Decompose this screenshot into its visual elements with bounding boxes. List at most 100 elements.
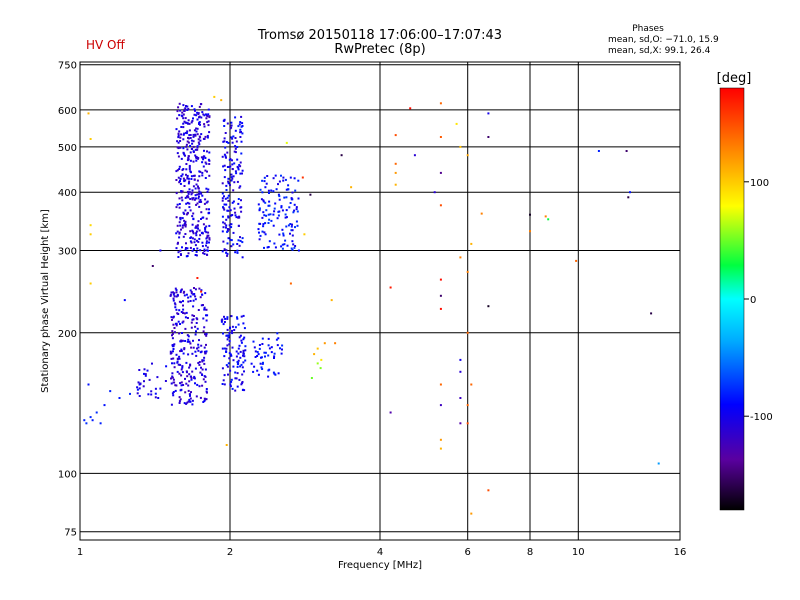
data-point xyxy=(171,345,174,348)
data-point xyxy=(235,377,238,380)
data-point xyxy=(178,402,181,404)
data-point xyxy=(240,363,243,366)
data-point xyxy=(234,251,237,254)
data-point xyxy=(272,213,275,216)
data-point xyxy=(179,224,182,227)
data-point xyxy=(138,369,141,371)
data-point xyxy=(184,233,187,235)
data-point xyxy=(183,348,186,351)
data-point xyxy=(222,226,225,229)
data-point xyxy=(292,211,295,214)
data-point xyxy=(175,384,178,387)
data-point xyxy=(169,350,172,353)
data-point xyxy=(278,195,281,198)
data-point xyxy=(281,243,284,246)
data-point xyxy=(277,372,280,375)
data-point xyxy=(204,198,207,201)
data-point xyxy=(180,388,183,391)
colorbar-label: [deg] xyxy=(717,71,752,86)
data-point xyxy=(223,153,226,156)
x-tick-label: 16 xyxy=(674,547,687,558)
data-point xyxy=(178,206,181,209)
data-point xyxy=(190,376,193,379)
data-point xyxy=(87,112,90,115)
data-point xyxy=(203,202,206,205)
data-point xyxy=(194,295,197,298)
data-point xyxy=(279,347,281,350)
data-point xyxy=(259,362,262,365)
data-point xyxy=(157,397,160,399)
data-point xyxy=(243,336,246,339)
y-axis-label: Stationary phase Virtual Height [km] xyxy=(40,209,51,393)
data-point xyxy=(239,350,242,353)
data-point xyxy=(176,358,179,361)
data-point xyxy=(178,300,181,303)
data-point xyxy=(265,182,268,185)
data-point xyxy=(203,123,206,126)
data-point xyxy=(439,404,442,407)
data-point xyxy=(223,248,226,251)
data-point xyxy=(466,422,469,425)
data-point xyxy=(236,165,239,168)
data-point xyxy=(281,348,283,351)
data-point xyxy=(203,308,206,311)
data-point xyxy=(178,102,181,105)
data-point xyxy=(183,108,186,111)
data-point xyxy=(144,374,147,377)
data-point xyxy=(198,175,201,178)
data-point xyxy=(241,132,244,135)
data-point xyxy=(241,172,243,175)
data-point xyxy=(184,209,187,212)
data-point xyxy=(189,400,192,403)
data-point xyxy=(205,308,208,311)
data-point xyxy=(389,411,392,414)
data-point xyxy=(174,303,177,306)
data-point xyxy=(278,233,281,236)
data-point xyxy=(186,195,189,198)
data-point xyxy=(192,160,195,163)
data-point xyxy=(303,233,306,236)
data-point xyxy=(193,178,196,181)
data-point xyxy=(254,356,257,358)
data-point xyxy=(263,214,266,217)
data-point xyxy=(177,132,180,135)
data-point xyxy=(186,317,189,319)
data-point xyxy=(227,228,230,231)
data-point xyxy=(202,401,205,403)
data-point xyxy=(197,220,200,223)
data-point xyxy=(194,254,197,256)
data-point xyxy=(394,183,397,186)
data-point xyxy=(180,126,183,128)
data-point xyxy=(198,237,201,240)
data-point xyxy=(186,247,189,250)
data-point xyxy=(284,213,287,216)
data-point xyxy=(196,239,198,242)
data-point xyxy=(205,113,207,116)
data-point xyxy=(190,292,193,295)
data-point xyxy=(183,185,186,187)
data-point xyxy=(208,174,211,177)
data-point xyxy=(223,118,226,121)
data-point xyxy=(202,113,205,116)
data-point xyxy=(198,229,201,232)
data-point xyxy=(200,103,203,106)
data-point xyxy=(239,161,242,164)
data-point xyxy=(172,299,175,302)
data-point xyxy=(208,131,211,134)
data-point xyxy=(204,135,207,138)
data-point xyxy=(258,347,261,350)
data-point xyxy=(195,130,198,133)
data-point xyxy=(181,111,184,114)
data-point xyxy=(267,344,270,347)
data-point xyxy=(173,366,176,369)
data-point xyxy=(129,392,131,395)
data-point xyxy=(239,356,242,359)
data-point xyxy=(189,137,192,139)
data-point xyxy=(229,184,231,187)
data-point xyxy=(208,208,210,211)
data-point xyxy=(221,230,224,233)
data-point xyxy=(280,174,282,177)
data-point xyxy=(191,403,194,406)
data-point xyxy=(200,304,203,307)
data-point xyxy=(196,146,199,149)
